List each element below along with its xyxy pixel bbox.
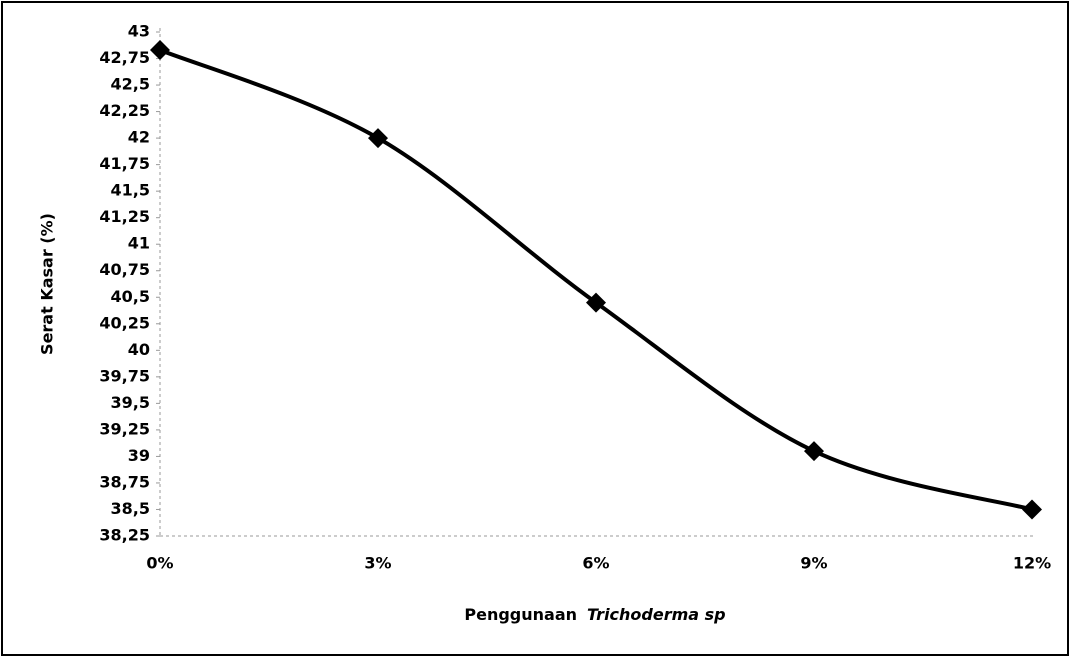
y-axis-label: Serat Kasar (%)	[38, 213, 57, 355]
x-tick-label: 9%	[800, 554, 827, 573]
y-tick-label: 39,5	[111, 393, 150, 412]
x-tick-label: 6%	[582, 554, 609, 573]
y-tick-label: 38,25	[99, 526, 150, 545]
x-axis-label: Penggunaan Trichoderma sp	[464, 605, 725, 624]
y-tick-label: 42,5	[111, 75, 150, 94]
y-tick-label: 41,25	[99, 207, 150, 226]
y-tick-label: 42,75	[99, 48, 150, 67]
y-tick-label: 41,75	[99, 154, 150, 173]
y-tick-label: 42	[128, 128, 150, 147]
marker	[586, 292, 606, 313]
y-tick-label: 43	[128, 22, 150, 41]
marker	[804, 441, 824, 462]
y-tick-label: 41	[128, 234, 150, 253]
marker	[1022, 499, 1042, 520]
y-tick-label: 38,5	[111, 499, 150, 518]
x-axis-label-main: Penggunaan	[464, 605, 577, 624]
y-tick-label: 42,25	[99, 101, 150, 120]
x-tick-label: 0%	[146, 554, 173, 573]
marker	[368, 128, 388, 149]
y-tick-label: 40,5	[111, 287, 150, 306]
x-axis-label-italic: Trichoderma sp	[587, 605, 726, 624]
y-tick-label: 38,75	[99, 472, 150, 491]
y-tick-label: 39	[128, 446, 150, 465]
y-tick-label: 40,75	[99, 260, 150, 279]
y-tick-label: 40	[128, 340, 150, 359]
y-tick-label: 40,25	[99, 313, 150, 332]
x-tick-label: 12%	[1013, 554, 1051, 573]
y-tick-label: 41,5	[111, 181, 150, 200]
y-tick-label: 39,25	[99, 419, 150, 438]
marker	[150, 40, 170, 61]
x-tick-label: 3%	[364, 554, 391, 573]
y-tick-label: 39,75	[99, 366, 150, 385]
